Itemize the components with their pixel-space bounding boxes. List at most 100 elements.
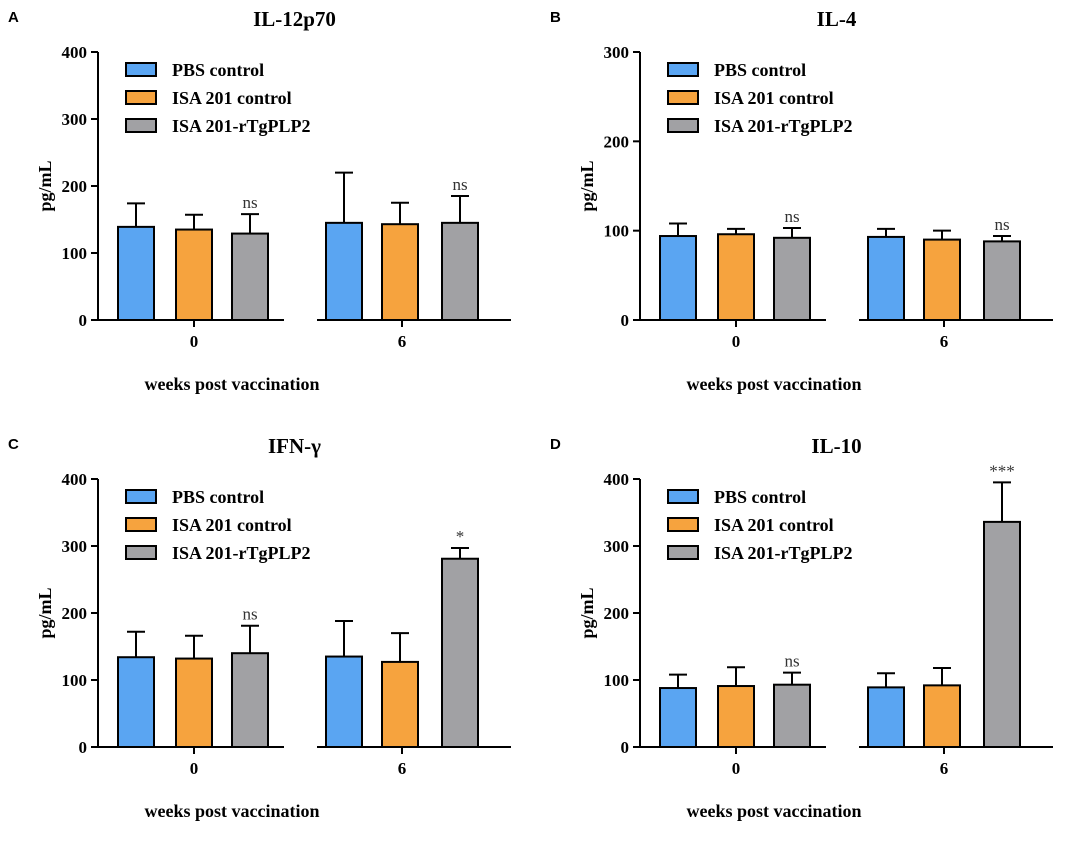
legend-entry: ISA 201 control — [172, 515, 292, 535]
y-tick-label: 0 — [79, 311, 88, 330]
y-tick-label: 300 — [604, 537, 630, 556]
legend-entry: ISA 201-rTgPLP2 — [172, 543, 311, 563]
y-tick-label: 200 — [62, 177, 88, 196]
legend-swatch — [125, 489, 157, 504]
bar — [867, 686, 905, 748]
panel-letter: D — [550, 436, 561, 453]
legend-entry: PBS control — [714, 60, 806, 80]
bar — [441, 557, 479, 748]
y-tick-label: 300 — [604, 43, 630, 62]
significance-label: ns — [994, 215, 1009, 234]
legend-swatch — [125, 545, 157, 560]
legend-swatch — [125, 517, 157, 532]
legend-swatch — [667, 517, 699, 532]
bar — [923, 684, 961, 748]
bar — [773, 683, 811, 749]
bar — [983, 520, 1021, 748]
y-tick-label: 100 — [604, 222, 630, 241]
bar — [983, 240, 1021, 322]
bar — [231, 232, 269, 322]
legend-entry: ISA 201 control — [714, 88, 834, 108]
legend-swatch — [125, 118, 157, 133]
y-axis-label: pg/mL — [35, 160, 55, 211]
x-tick-label: 6 — [940, 332, 949, 351]
y-axis-label: pg/mL — [577, 160, 597, 211]
y-axis-label: pg/mL — [35, 587, 55, 638]
chart-svg: D IL-10 0 100 200 300 400 pg/mL 0 6 weeks post vac… — [550, 434, 1053, 821]
x-tick-label: 6 — [940, 759, 949, 778]
y-tick-label: 200 — [62, 604, 88, 623]
chart-svg: C IFN-γ 0 100 200 300 400 pg/mL 0 6 weeks post vac… — [8, 434, 511, 821]
bar — [717, 685, 755, 748]
legend-swatch — [667, 489, 699, 504]
legend-swatch — [667, 90, 699, 105]
y-tick-label: 100 — [62, 671, 88, 690]
bar — [175, 228, 213, 321]
x-axis-label: weeks post vaccination — [145, 374, 320, 394]
chart-title: IL-4 — [817, 7, 857, 31]
bar — [325, 221, 363, 322]
x-axis-label: weeks post vaccination — [145, 801, 320, 821]
bar — [381, 223, 419, 321]
legend-entry: PBS control — [172, 60, 264, 80]
x-tick-label: 0 — [732, 332, 741, 351]
significance-label: ns — [784, 652, 799, 671]
legend-entry: ISA 201-rTgPLP2 — [714, 543, 853, 563]
panel-letter: B — [550, 9, 561, 26]
bar — [659, 235, 697, 322]
chart-svg: A IL-12p70 0 100 200 300 400 pg/mL 0 6 weeks post … — [8, 7, 511, 394]
x-tick-label: 6 — [398, 332, 407, 351]
y-tick-label: 100 — [62, 244, 88, 263]
x-tick-label: 0 — [732, 759, 741, 778]
bar — [441, 221, 479, 322]
legend-swatch — [667, 545, 699, 560]
bar — [117, 225, 155, 321]
legend-swatch — [125, 90, 157, 105]
legend-entry: ISA 201 control — [172, 88, 292, 108]
x-tick-label: 0 — [190, 759, 199, 778]
bar — [117, 656, 155, 748]
y-tick-label: 200 — [604, 604, 630, 623]
y-tick-label: 200 — [604, 132, 630, 151]
significance-label: ns — [242, 605, 257, 624]
x-tick-label: 6 — [398, 759, 407, 778]
significance-label: ns — [784, 207, 799, 226]
chart-title: IL-12p70 — [253, 7, 336, 31]
y-tick-label: 0 — [79, 738, 88, 757]
bar — [923, 238, 961, 322]
bar — [773, 236, 811, 322]
panel-c: C IFN-γ 0 100 200 300 400 pg/mL 0 6 weeks post vac… — [0, 427, 542, 854]
significance-label: ns — [242, 193, 257, 212]
y-tick-label: 300 — [62, 537, 88, 556]
legend-swatch — [667, 62, 699, 77]
bar — [381, 660, 419, 748]
y-tick-label: 400 — [62, 43, 88, 62]
bar — [175, 657, 213, 748]
bar — [867, 235, 905, 321]
legend-entry: ISA 201-rTgPLP2 — [172, 116, 311, 136]
panel-a: A IL-12p70 0 100 200 300 400 pg/mL 0 6 weeks post … — [0, 0, 542, 427]
significance-label: ns — [452, 175, 467, 194]
significance-label: * — [456, 527, 465, 546]
legend-entry: PBS control — [172, 487, 264, 507]
bar — [717, 233, 755, 322]
x-tick-label: 0 — [190, 332, 199, 351]
x-axis-label: weeks post vaccination — [687, 374, 862, 394]
chart-svg: B IL-4 0 100 200 300 pg/mL 0 6 weeks post vaccina… — [550, 7, 1053, 394]
panel-letter: C — [8, 436, 19, 453]
legend-entry: ISA 201 control — [714, 515, 834, 535]
y-tick-label: 300 — [62, 110, 88, 129]
legend-entry: PBS control — [714, 487, 806, 507]
panel-d: D IL-10 0 100 200 300 400 pg/mL 0 6 weeks post vac… — [542, 427, 1084, 854]
y-tick-label: 400 — [604, 470, 630, 489]
bar — [325, 655, 363, 748]
panel-letter: A — [8, 9, 19, 26]
panel-b: B IL-4 0 100 200 300 pg/mL 0 6 weeks post vaccina… — [542, 0, 1084, 427]
significance-label: *** — [989, 461, 1015, 480]
legend-swatch — [125, 62, 157, 77]
y-tick-label: 400 — [62, 470, 88, 489]
y-tick-label: 100 — [604, 671, 630, 690]
chart-title: IFN-γ — [268, 434, 321, 458]
x-axis-label: weeks post vaccination — [687, 801, 862, 821]
chart-title: IL-10 — [811, 434, 861, 458]
